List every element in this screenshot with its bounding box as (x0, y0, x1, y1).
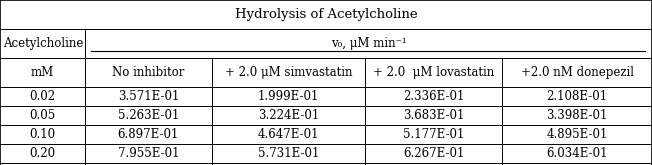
Text: 3.398E-01: 3.398E-01 (546, 109, 608, 122)
Text: 3.571E-01: 3.571E-01 (117, 90, 179, 103)
Text: mM: mM (31, 66, 54, 79)
Text: Acetylcholine: Acetylcholine (3, 37, 83, 50)
Text: 0.02: 0.02 (29, 90, 55, 103)
Text: v₀, μM min⁻¹: v₀, μM min⁻¹ (331, 37, 406, 50)
Text: 6.034E-01: 6.034E-01 (546, 147, 608, 160)
Text: 5.731E-01: 5.731E-01 (258, 147, 319, 160)
Text: No inhibitor: No inhibitor (112, 66, 185, 79)
Text: 5.263E-01: 5.263E-01 (117, 109, 179, 122)
Text: 7.955E-01: 7.955E-01 (117, 147, 179, 160)
Text: + 2.0  μM lovastatin: + 2.0 μM lovastatin (373, 66, 494, 79)
Text: 4.647E-01: 4.647E-01 (258, 128, 319, 141)
Text: 6.267E-01: 6.267E-01 (403, 147, 464, 160)
Text: Hydrolysis of Acetylcholine: Hydrolysis of Acetylcholine (235, 8, 417, 21)
Text: 6.897E-01: 6.897E-01 (117, 128, 179, 141)
Text: 2.108E-01: 2.108E-01 (546, 90, 608, 103)
Text: 0.20: 0.20 (29, 147, 55, 160)
Text: 0.10: 0.10 (29, 128, 55, 141)
Text: 1.999E-01: 1.999E-01 (258, 90, 319, 103)
Text: + 2.0 μM simvastatin: + 2.0 μM simvastatin (225, 66, 352, 79)
Text: 3.683E-01: 3.683E-01 (403, 109, 464, 122)
Text: 4.895E-01: 4.895E-01 (546, 128, 608, 141)
Text: 3.224E-01: 3.224E-01 (258, 109, 319, 122)
Text: 0.05: 0.05 (29, 109, 55, 122)
Text: +2.0 nM donepezil: +2.0 nM donepezil (520, 66, 634, 79)
Text: 2.336E-01: 2.336E-01 (403, 90, 464, 103)
Text: 5.177E-01: 5.177E-01 (403, 128, 464, 141)
